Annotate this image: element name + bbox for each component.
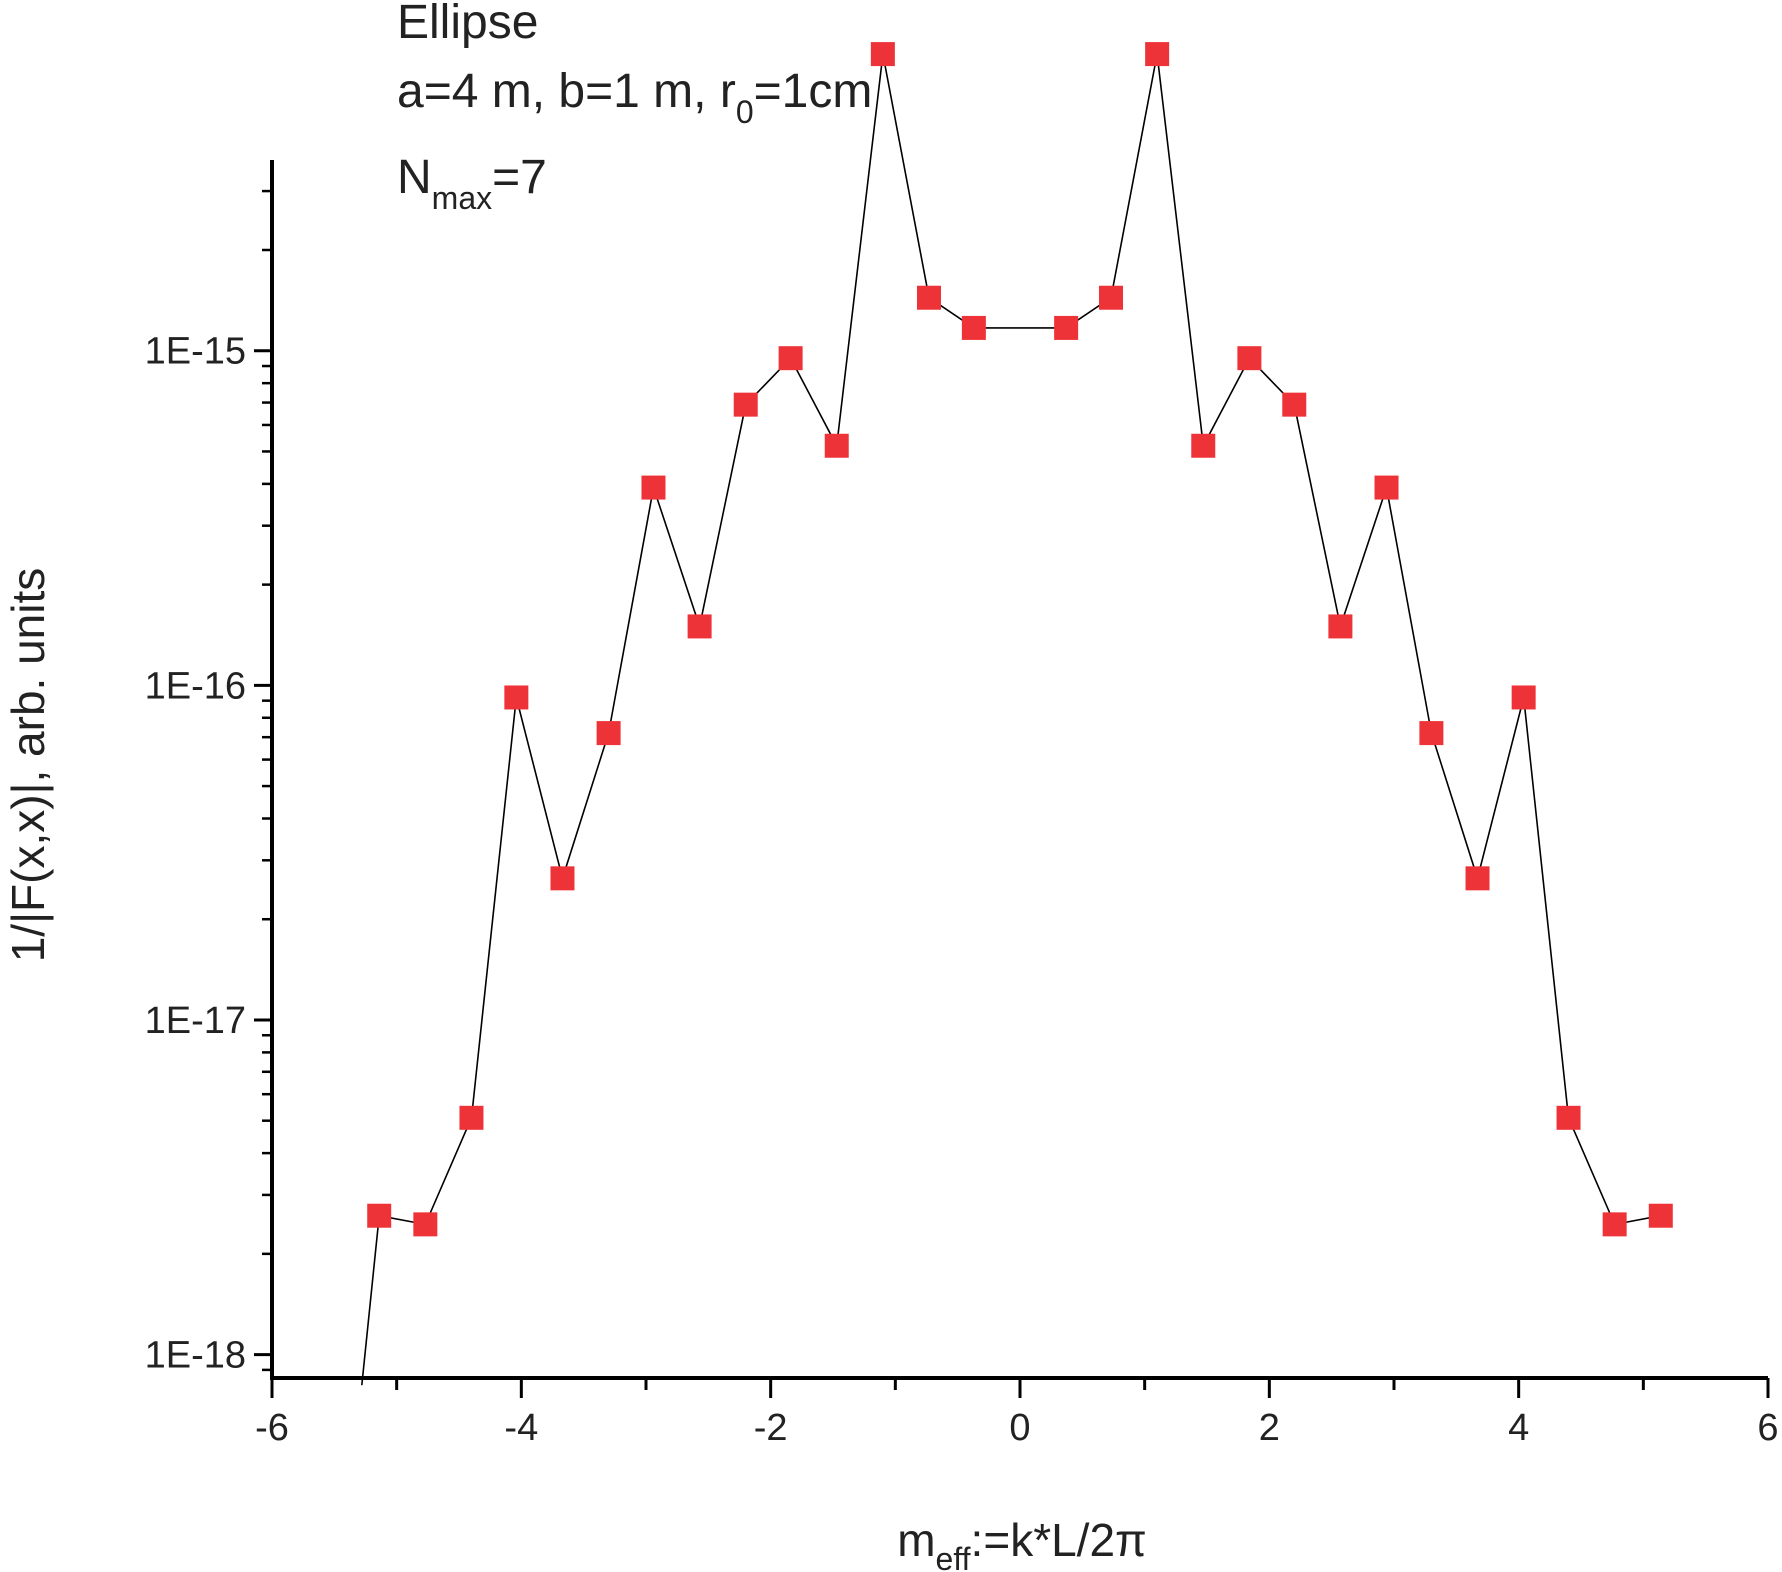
annotation-line-2-sub: 0 [736,94,754,130]
x-tick-label: 0 [1009,1407,1030,1449]
x-axis-title: meff:=k*L/2π [897,1514,1147,1572]
x-tick-label: -6 [255,1407,289,1449]
data-point [1099,285,1124,310]
data-point [1465,866,1490,891]
x-tick-label: -2 [754,1407,788,1449]
x-axis-title-sub: eff [936,1541,971,1572]
annotation-line-3-main: N [397,151,432,204]
data-point [1648,1203,1673,1228]
annotation-line-2: a=4 m, b=1 m, r0=1cm [397,65,872,130]
annotation-line-3-sub: max [432,180,492,216]
y-minor-ticks [262,189,272,1372]
data-point [1237,346,1262,371]
x-axis-title-rest: :=k*L/2π [971,1514,1147,1566]
y-tick-label: 1E-16 [145,665,246,707]
data-point [961,315,986,340]
annotation-line-2-rest: =1cm [754,65,873,118]
y-ticks: 1E-18 1E-17 1E-16 1E-15 [145,331,272,1377]
y-tick-label: 1E-15 [145,331,246,373]
data-point [1328,614,1353,639]
series-line [361,53,1661,1386]
data-point [687,614,712,639]
data-point [824,433,849,458]
data-point [459,1105,484,1130]
data-point [1556,1105,1581,1130]
x-ticks: -6 -4 -2 0 2 4 6 [255,1378,1779,1449]
data-point [1511,685,1536,710]
data-point [733,392,758,417]
x-tick-label: 2 [1259,1407,1280,1449]
data-point [1419,721,1444,746]
annotation-line-3: Nmax=7 [397,151,547,216]
y-tick-label: 1E-18 [145,1335,246,1377]
annotation-line-1: Ellipse [397,0,538,49]
data-series [361,42,1673,1386]
x-tick-label: 6 [1757,1407,1778,1449]
data-point [778,346,803,371]
y-axis-title: 1/|F(x,x)|, arb. units [2,568,54,963]
data-point [1191,433,1216,458]
x-axis-title-main: m [897,1514,935,1566]
annotation-line-2-main: a=4 m, b=1 m, r [397,65,736,118]
data-point [596,721,621,746]
data-point [1054,315,1079,340]
annotation-line-3-rest: =7 [492,151,547,204]
data-point [504,685,529,710]
data-point [367,1203,392,1228]
data-point [1374,475,1399,500]
data-point [550,866,575,891]
x-tick-label: 4 [1508,1407,1529,1449]
data-point [1602,1212,1627,1237]
data-point [641,475,666,500]
data-point [1282,392,1307,417]
data-point [870,42,895,67]
data-point [413,1212,438,1237]
data-point [1145,42,1170,67]
x-tick-label: -4 [504,1407,538,1449]
y-tick-label: 1E-17 [145,1000,246,1042]
axes [270,160,1768,1380]
data-point [916,285,941,310]
